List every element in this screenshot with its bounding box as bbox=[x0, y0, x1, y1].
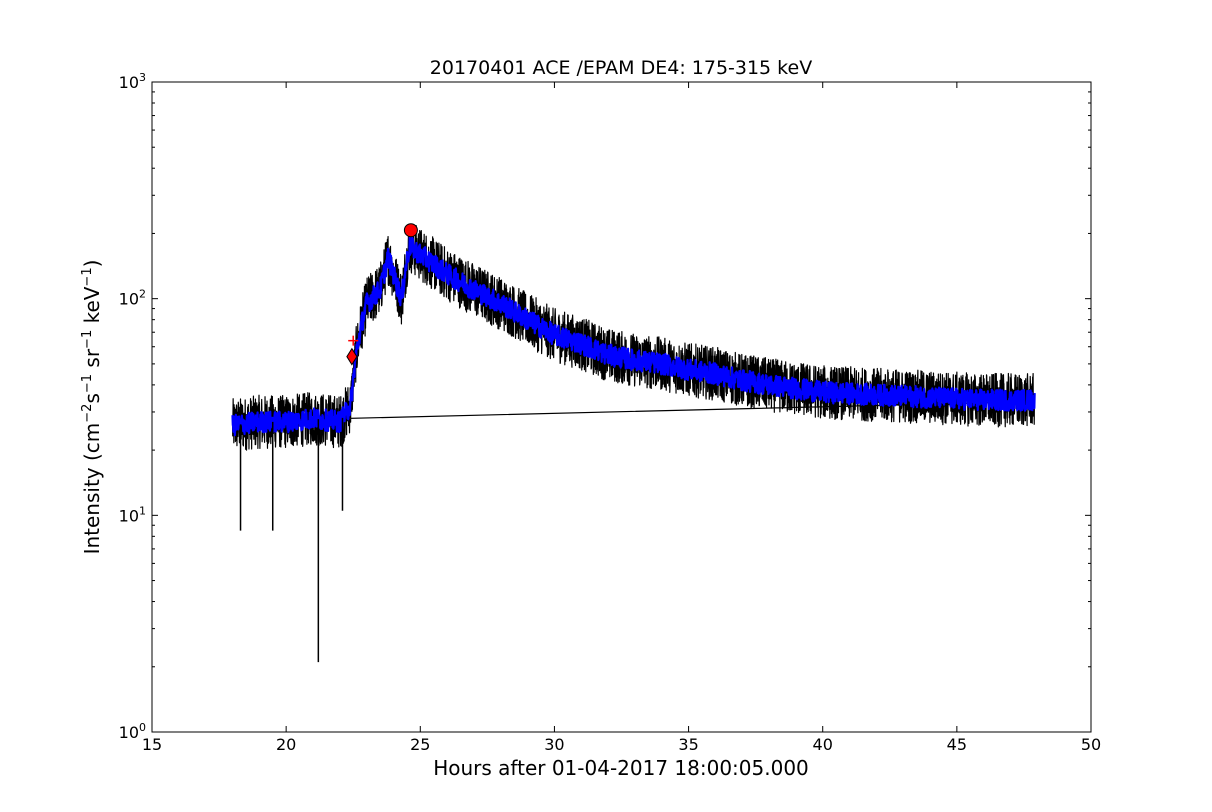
x-tick-label: 15 bbox=[142, 735, 162, 754]
marker-layer bbox=[346, 223, 418, 366]
x-tick-label: 20 bbox=[276, 735, 296, 754]
y-axis-label: Intensity (cm−2s−1 sr−1 keV−1) bbox=[80, 260, 104, 555]
chart-title: 20170401 ACE /EPAM DE4: 175-315 keV bbox=[430, 57, 812, 79]
x-tick-label: 40 bbox=[813, 735, 833, 754]
y-axis: 100 101 102 103 bbox=[119, 71, 1091, 742]
x-tick-label: 25 bbox=[410, 735, 430, 754]
x-tick-label: 35 bbox=[678, 735, 698, 754]
x-tick-label: 50 bbox=[1081, 735, 1101, 754]
y-tick-label: 102 bbox=[119, 288, 146, 309]
plot-frame bbox=[151, 81, 1092, 733]
x-axis-label: Hours after 01-04-2017 18:00:05.000 bbox=[433, 756, 809, 780]
y-tick-label: 100 bbox=[119, 721, 146, 742]
x-axis: 15 20 25 30 35 40 45 50 bbox=[142, 82, 1101, 754]
x-tick-label: 30 bbox=[544, 735, 564, 754]
series-line-smoothed bbox=[231, 235, 1036, 437]
x-tick-label: 45 bbox=[947, 735, 967, 754]
series-layer bbox=[231, 224, 1036, 663]
peak-marker bbox=[403, 223, 418, 238]
onset-marker bbox=[346, 347, 358, 366]
y-tick-label: 101 bbox=[119, 504, 146, 525]
y-tick-label: 103 bbox=[119, 71, 146, 92]
